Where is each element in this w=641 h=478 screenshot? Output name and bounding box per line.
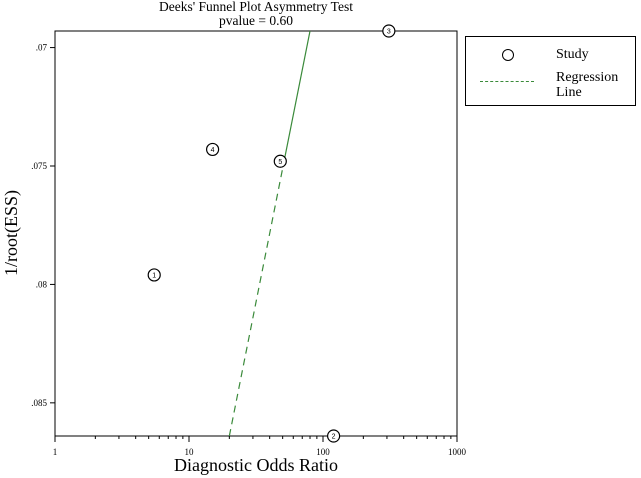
- y-tick-label: .08: [36, 279, 48, 289]
- x-tick-label: 1000: [448, 447, 467, 457]
- x-tick-label: 10: [185, 447, 195, 457]
- x-axis-label: Diagnostic Odds Ratio: [174, 455, 338, 475]
- regression-line: [228, 30, 311, 437]
- study-point-label: 4: [211, 147, 215, 154]
- y-tick-label: .075: [31, 161, 47, 171]
- study-point: [205, 142, 220, 157]
- study-point: [327, 429, 341, 443]
- legend-regression-label: Regression Line: [556, 70, 619, 100]
- study-point: [147, 268, 161, 282]
- legend-study-label: Study: [556, 47, 589, 62]
- chart-title: Deeks' Funnel Plot Asymmetry Test: [159, 0, 353, 14]
- study-point-label: 3: [387, 29, 391, 36]
- x-tick-label: 100: [316, 447, 330, 457]
- study-point: [273, 154, 287, 168]
- study-point: [382, 24, 396, 38]
- legend: Study Regression Line: [465, 36, 636, 106]
- study-points: 1 2 3 4 5: [147, 24, 396, 443]
- y-axis: .07 .075 .08 .085: [31, 43, 55, 408]
- regression-dashed-segment: [228, 161, 285, 437]
- study-point-label: 5: [278, 159, 282, 166]
- study-point-label: 2: [332, 434, 336, 441]
- x-axis: 1 10 100 1000: [53, 436, 467, 457]
- x-tick-label: 1: [53, 447, 58, 457]
- chart-subtitle: pvalue = 0.60: [219, 13, 293, 28]
- y-axis-label: 1/root(ESS): [1, 190, 22, 276]
- y-tick-label: .085: [31, 398, 47, 408]
- regression-solid-segment: [283, 30, 311, 162]
- y-tick-label: .07: [36, 43, 48, 53]
- plot-frame: [54, 30, 458, 437]
- study-point-label: 1: [152, 272, 156, 279]
- legend-study-marker: [502, 49, 514, 61]
- legend-regression-marker: [480, 81, 534, 82]
